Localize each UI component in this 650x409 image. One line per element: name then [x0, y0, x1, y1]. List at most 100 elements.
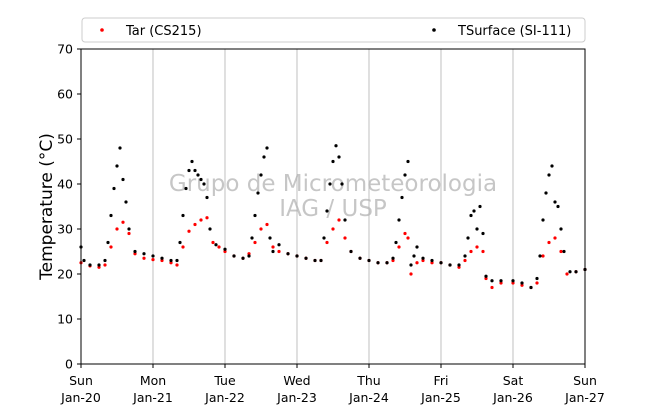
data-point — [127, 231, 131, 236]
legend-label-tsurface: TSurface (SI-111) — [457, 24, 571, 39]
data-point — [331, 227, 335, 231]
x-axis-ticks: Sun Jan-20 Mon Jan-21 Tue Jan-22 Wed Jan-23 Thu J… — [60, 364, 605, 405]
data-point — [538, 254, 542, 258]
data-point — [277, 243, 281, 247]
data-point — [109, 213, 113, 218]
data-point — [457, 265, 461, 269]
y-axis-ticks: 0 10 20 30 40 50 60 70 — [57, 42, 81, 372]
data-point — [151, 254, 155, 258]
y-tick-label: 50 — [57, 132, 73, 147]
x-tick-label-day: Wed — [283, 373, 310, 388]
x-tick-label-date: Jan-22 — [204, 390, 245, 405]
x-tick-label-date: Jan-24 — [348, 390, 389, 405]
y-tick-label: 70 — [57, 42, 73, 57]
data-point — [328, 182, 332, 186]
data-point — [277, 249, 281, 254]
data-point — [109, 245, 113, 249]
data-point — [556, 204, 560, 209]
x-tick-label-day: Mon — [140, 373, 166, 388]
data-point — [178, 240, 182, 245]
data-point — [439, 261, 443, 265]
data-point — [406, 159, 410, 164]
data-point — [520, 283, 524, 287]
data-point — [547, 240, 551, 245]
data-point — [499, 279, 503, 283]
x-tick-label-day: Sat — [503, 373, 524, 388]
data-point — [529, 285, 533, 290]
data-point — [463, 254, 467, 258]
data-point — [199, 218, 203, 222]
legend-label-tar: Tar (CS215) — [125, 24, 202, 39]
data-point — [349, 249, 353, 254]
y-tick-label: 10 — [57, 312, 73, 327]
data-point — [511, 279, 515, 283]
data-point — [97, 263, 101, 267]
legend: Tar (CS215) TSurface (SI-111) — [81, 17, 586, 43]
x-tick-label-date: Jan-21 — [132, 390, 173, 405]
x-tick-label-day: Thu — [356, 373, 380, 388]
data-point — [430, 261, 434, 265]
data-point — [544, 191, 548, 195]
data-point — [520, 281, 524, 285]
data-point — [193, 222, 197, 227]
data-point — [112, 186, 116, 191]
data-point — [343, 236, 347, 240]
data-point — [367, 258, 371, 263]
data-point — [181, 245, 185, 249]
plot-frame — [80, 48, 586, 365]
data-point — [103, 258, 107, 263]
data-point — [181, 213, 185, 218]
data-point — [478, 204, 482, 209]
y-axis-title: Temperature (°C) — [37, 133, 57, 281]
data-point — [394, 240, 398, 245]
data-point — [121, 177, 125, 182]
data-point — [397, 218, 401, 222]
watermark-line-1: Grupo de Micrometeorologia — [169, 171, 497, 197]
y-tick-label: 60 — [57, 87, 73, 102]
data-point — [241, 256, 245, 260]
data-point — [409, 263, 413, 267]
data-point — [142, 256, 146, 260]
data-point — [160, 258, 164, 263]
data-point — [553, 200, 557, 204]
data-point — [403, 231, 407, 236]
data-point — [415, 245, 419, 249]
data-point — [121, 220, 125, 224]
data-point — [97, 265, 101, 269]
data-point — [337, 155, 341, 159]
data-point — [562, 249, 566, 254]
data-point — [187, 168, 191, 173]
data-point — [322, 236, 326, 240]
data-point — [208, 227, 212, 231]
data-point — [271, 245, 275, 249]
x-tick-label-date: Jan-27 — [564, 390, 605, 405]
data-point — [304, 256, 308, 260]
data-point — [397, 245, 401, 249]
x-tick-label-day: Fri — [434, 373, 449, 388]
data-point — [124, 200, 128, 204]
data-point — [475, 227, 479, 231]
data-point — [448, 263, 452, 267]
data-point — [421, 256, 425, 260]
data-point — [286, 252, 290, 256]
data-point — [559, 249, 563, 254]
data-point — [415, 261, 419, 265]
data-point — [430, 258, 434, 263]
data-point — [400, 195, 404, 200]
watermark: Grupo de Micrometeorologia IAG / USP — [169, 171, 497, 222]
data-point — [391, 258, 395, 263]
data-point — [535, 276, 539, 281]
data-point — [268, 236, 272, 240]
data-point — [358, 256, 362, 260]
data-point — [469, 249, 473, 254]
data-point — [247, 254, 251, 258]
data-point — [253, 240, 257, 245]
data-point — [184, 186, 188, 191]
data-point — [406, 236, 410, 240]
data-point — [133, 249, 137, 254]
data-point — [499, 281, 503, 285]
data-point — [193, 168, 197, 173]
data-point — [475, 245, 479, 249]
legend-marker-tar — [100, 28, 104, 32]
data-point — [484, 276, 488, 281]
